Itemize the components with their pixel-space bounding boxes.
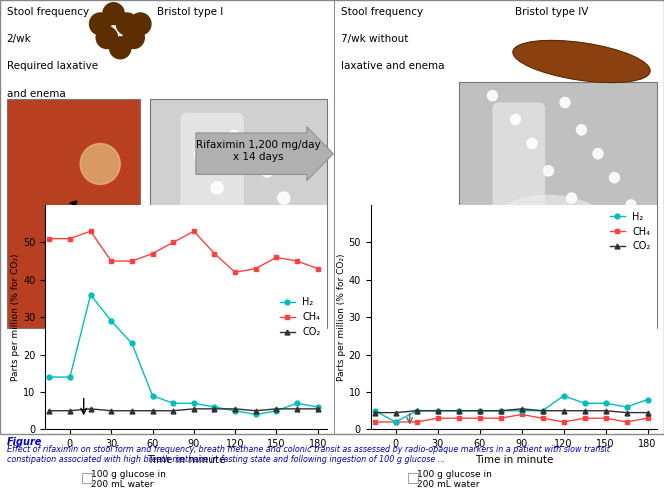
Text: Stool frequency: Stool frequency: [7, 7, 89, 17]
FancyBboxPatch shape: [493, 102, 545, 321]
Text: 7/wk without: 7/wk without: [341, 34, 408, 44]
Circle shape: [560, 97, 570, 108]
Circle shape: [254, 240, 266, 252]
Circle shape: [544, 165, 554, 176]
Circle shape: [195, 147, 207, 160]
Legend: H₂, CH₄, CO₂: H₂, CH₄, CO₂: [278, 295, 323, 339]
Circle shape: [261, 164, 273, 177]
Text: Figure: Figure: [7, 437, 42, 447]
Y-axis label: Parts per million (% for CO₂): Parts per million (% for CO₂): [11, 253, 21, 381]
Legend: H₂, CH₄, CO₂: H₂, CH₄, CO₂: [608, 210, 653, 253]
Circle shape: [487, 91, 497, 101]
Circle shape: [511, 114, 521, 124]
Circle shape: [103, 3, 124, 24]
Text: 100 g glucose in
200 mL water: 100 g glucose in 200 mL water: [417, 470, 491, 488]
Circle shape: [80, 143, 120, 184]
Circle shape: [527, 138, 537, 148]
Circle shape: [244, 205, 256, 218]
Circle shape: [90, 13, 111, 35]
Text: 2/wk: 2/wk: [7, 34, 31, 44]
Ellipse shape: [513, 41, 650, 82]
Text: Bristol type IV: Bristol type IV: [515, 7, 589, 17]
FancyBboxPatch shape: [150, 99, 327, 328]
Text: □: □: [81, 470, 94, 484]
Text: 100 g glucose in
200 mL water: 100 g glucose in 200 mL water: [90, 470, 165, 488]
Text: laxative and enema: laxative and enema: [341, 61, 444, 71]
Circle shape: [123, 27, 144, 48]
X-axis label: Time in minute: Time in minute: [147, 455, 226, 465]
Circle shape: [228, 130, 240, 143]
Text: □: □: [407, 470, 420, 484]
Text: Effect of rifaximin on stool form and frequency, breath methane and colonic tran: Effect of rifaximin on stool form and fr…: [7, 445, 610, 465]
Circle shape: [626, 200, 636, 210]
Circle shape: [116, 13, 137, 35]
Circle shape: [110, 37, 131, 59]
Text: Bristol type I: Bristol type I: [157, 7, 223, 17]
Circle shape: [566, 193, 576, 203]
Circle shape: [221, 250, 233, 263]
Circle shape: [593, 148, 603, 159]
FancyBboxPatch shape: [181, 113, 244, 314]
FancyBboxPatch shape: [459, 82, 657, 328]
Circle shape: [201, 216, 213, 228]
Text: R: R: [466, 306, 475, 316]
Ellipse shape: [474, 195, 623, 297]
Circle shape: [129, 13, 151, 35]
Circle shape: [211, 182, 223, 194]
Text: and enema: and enema: [7, 89, 66, 99]
Circle shape: [96, 27, 118, 48]
FancyBboxPatch shape: [7, 99, 140, 328]
Text: Stool frequency: Stool frequency: [341, 7, 423, 17]
Circle shape: [278, 192, 290, 204]
Circle shape: [610, 172, 620, 183]
X-axis label: Time in minute: Time in minute: [475, 455, 553, 465]
Text: Required laxative: Required laxative: [7, 61, 98, 71]
Text: Rifaximin 1,200 mg/day
x 14 days: Rifaximin 1,200 mg/day x 14 days: [196, 141, 320, 162]
Y-axis label: Parts per million (% for CO₂): Parts per million (% for CO₂): [337, 253, 346, 381]
Circle shape: [576, 124, 586, 135]
